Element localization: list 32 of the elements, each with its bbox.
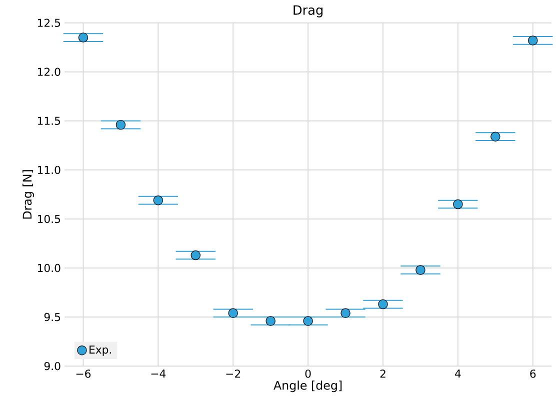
x-tick-label: −2 [226,370,240,378]
point [340,308,350,318]
y-tick-label: 10.5 [38,215,60,224]
point [78,32,88,43]
y-tick-label: 11.0 [38,166,60,174]
point [490,132,500,142]
y-tick-label: 9.5 [44,313,60,322]
y-tick-label: 11.5 [38,117,60,126]
y-tick-label: 9.0 [44,362,60,370]
point [416,265,426,275]
y-tick-label: 12.0 [38,68,60,76]
x-tick-label: 6 [530,370,536,378]
point [303,316,313,326]
point [378,300,388,310]
point [528,36,538,46]
x-tick-label: 4 [454,370,461,378]
point [453,200,463,210]
x-tick-label: 2 [380,370,386,378]
point [266,316,276,326]
y-tick-label: 12.5 [38,18,60,28]
x-tick-label: −4 [151,370,166,378]
x-tick-label: −6 [76,370,91,378]
chart-title: Drag [294,5,322,18]
legend-label: Exp. [90,346,111,356]
y-axis-title: Drag [N] [22,170,34,219]
point [228,308,238,318]
x-tick-label: 0 [305,370,311,378]
point [190,250,200,260]
point [116,120,126,130]
point [153,196,164,206]
x-axis-title: Angle [deg] [274,380,342,392]
y-tick-label: 10.0 [38,264,60,272]
